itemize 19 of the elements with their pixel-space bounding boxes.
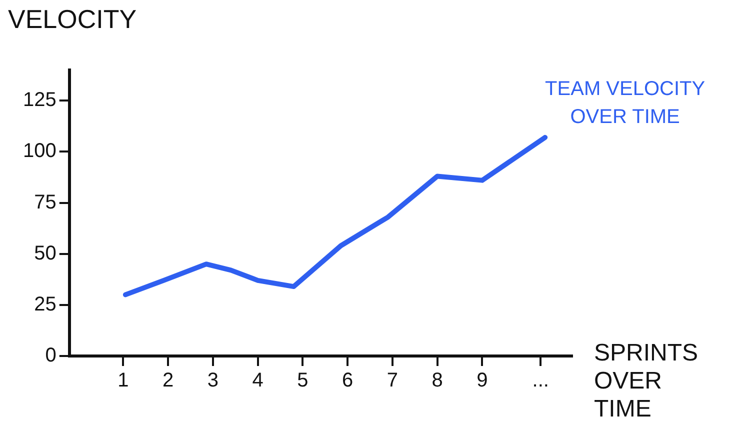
series-label: TEAM VELOCITY OVER TIME: [545, 78, 706, 128]
y-tick-label: 125: [22, 89, 56, 112]
x-tick-label: 4: [252, 370, 264, 392]
y-tick-label: 25: [34, 293, 56, 316]
x-tick-label: 8: [432, 370, 443, 392]
x-tick-label: 7: [386, 370, 398, 392]
y-tick-label: 75: [34, 191, 56, 214]
y-axis-title: VELOCITY: [8, 4, 137, 34]
x-tick-label: 5: [297, 370, 308, 392]
x-tick-label: 1: [118, 370, 129, 392]
x-tick-label: ...: [532, 370, 549, 392]
y-tick-label: 50: [34, 242, 56, 264]
x-tick-label: 3: [207, 370, 219, 392]
y-tick-label: 100: [22, 140, 56, 162]
y-tick-label: 0: [45, 344, 56, 367]
x-axis-title: SPRINTS OVER TIME: [594, 340, 698, 423]
x-tick-label: 9: [476, 370, 488, 392]
x-tick-label: 2: [162, 370, 174, 392]
x-tick-label: 6: [342, 370, 354, 392]
